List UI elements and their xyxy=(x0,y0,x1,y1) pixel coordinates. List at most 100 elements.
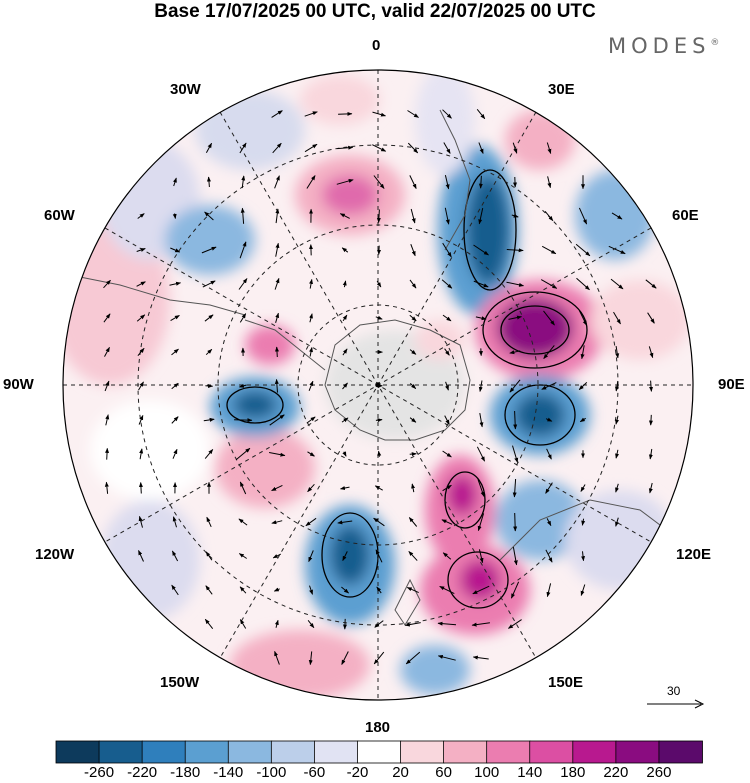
wind-vector xyxy=(342,382,348,390)
wind-vector xyxy=(342,314,348,322)
wind-vector xyxy=(308,380,314,391)
wind-vector xyxy=(235,447,251,461)
lon-label-150w: 150W xyxy=(160,674,200,691)
wind-vector xyxy=(507,619,522,629)
wind-vector xyxy=(172,448,178,459)
anomaly-blob xyxy=(460,560,500,600)
wind-vector xyxy=(172,516,177,528)
wind-vector xyxy=(512,547,518,566)
wind-vector xyxy=(137,213,145,219)
wind-vector xyxy=(238,383,247,388)
wind-vector xyxy=(439,585,455,595)
lon-label-90e: 90E xyxy=(718,376,745,393)
anomaly-blob xyxy=(590,280,690,360)
wind-vector xyxy=(478,175,483,189)
wind-vector xyxy=(171,416,179,424)
colorbar-tick-label: -140 xyxy=(213,764,244,781)
wind-vector xyxy=(540,279,558,289)
colorbar-swatch xyxy=(141,740,187,764)
wind-vector xyxy=(171,348,179,356)
wind-vector xyxy=(472,655,489,660)
colorbar-swatch xyxy=(529,740,574,764)
anomaly-blob xyxy=(300,75,380,125)
colorbar-swatch xyxy=(357,740,402,764)
wind-vector xyxy=(201,246,217,254)
wind-vector xyxy=(510,581,520,599)
wind-vector xyxy=(444,348,450,356)
colorbar-tick-label: -100 xyxy=(256,764,287,781)
wind-vector xyxy=(138,482,143,494)
anomaly-blob xyxy=(505,110,575,170)
anomaly-blob xyxy=(230,630,370,700)
colorbar-swatch xyxy=(227,740,273,764)
wind-vector xyxy=(581,551,586,562)
wind-vector xyxy=(375,418,383,423)
wind-vector xyxy=(404,622,421,627)
wind-vector xyxy=(513,512,518,532)
wind-vector xyxy=(104,346,110,357)
wind-vector xyxy=(202,280,216,288)
wind-vector xyxy=(376,280,382,288)
wind-vector xyxy=(339,213,350,219)
wind-vector xyxy=(408,517,418,527)
wind-vector xyxy=(138,381,144,391)
wind-vector xyxy=(103,313,111,323)
wind-vector xyxy=(239,481,247,495)
new-zealand-coastline xyxy=(394,578,421,626)
wind-vector xyxy=(547,176,552,189)
wind-vector xyxy=(409,417,417,423)
wind-vector xyxy=(473,244,489,256)
antarctic-peninsula-coastline xyxy=(244,319,326,371)
wind-vector xyxy=(373,651,385,665)
wind-vector xyxy=(575,243,591,257)
contour-line xyxy=(463,169,517,291)
wind-vector xyxy=(442,242,452,258)
colorbar-swatch xyxy=(98,740,144,764)
lon-label-30w: 30W xyxy=(170,81,201,98)
wind-vector xyxy=(372,111,386,117)
wind-vector xyxy=(377,450,382,457)
south-pole-point xyxy=(375,382,381,388)
wind-vector xyxy=(512,478,517,498)
colorbar-swatch xyxy=(55,740,100,764)
wind-vector xyxy=(545,417,553,422)
wind-vector xyxy=(546,583,552,598)
wind-vector xyxy=(545,482,553,494)
wind-vector xyxy=(576,277,590,291)
wind-vector xyxy=(234,418,253,423)
wind-vector xyxy=(273,587,280,592)
wind-vector xyxy=(442,314,452,322)
wind-vector xyxy=(441,279,453,289)
contour-line xyxy=(482,291,588,369)
wind-vector xyxy=(471,622,490,627)
wind-vector xyxy=(445,381,449,391)
wind-vector xyxy=(104,380,110,392)
wind-vector xyxy=(103,279,111,289)
lon-label-0: 0 xyxy=(372,37,381,54)
wind-vector xyxy=(274,378,279,393)
wind-vector xyxy=(580,484,586,492)
wind-vector xyxy=(608,245,626,255)
colorbar-swatch xyxy=(615,740,660,764)
wind-vector xyxy=(411,483,416,493)
lon-label-60e: 60E xyxy=(672,207,699,224)
wind-vector xyxy=(204,314,214,322)
wind-vector xyxy=(271,484,283,492)
anomaly-blob xyxy=(322,175,378,215)
modes-logo: MODES® xyxy=(608,34,719,58)
colorbar xyxy=(55,740,703,764)
lon-label-150e: 150E xyxy=(548,674,584,691)
wind-vector xyxy=(543,345,555,359)
wind-vector xyxy=(409,349,417,355)
wind-vector xyxy=(475,316,487,321)
contour-line xyxy=(500,305,570,355)
wind-vectors xyxy=(103,108,657,666)
map-title: Base 17/07/2025 00 UTC, valid 22/07/2025… xyxy=(154,1,596,22)
anomaly-blob xyxy=(497,298,573,358)
wind-vector xyxy=(272,553,282,559)
wind-vector xyxy=(105,447,110,460)
wind-vector xyxy=(173,177,177,187)
wind-vector xyxy=(204,211,214,221)
wind-vector xyxy=(274,277,280,290)
wind-vector xyxy=(274,619,279,628)
